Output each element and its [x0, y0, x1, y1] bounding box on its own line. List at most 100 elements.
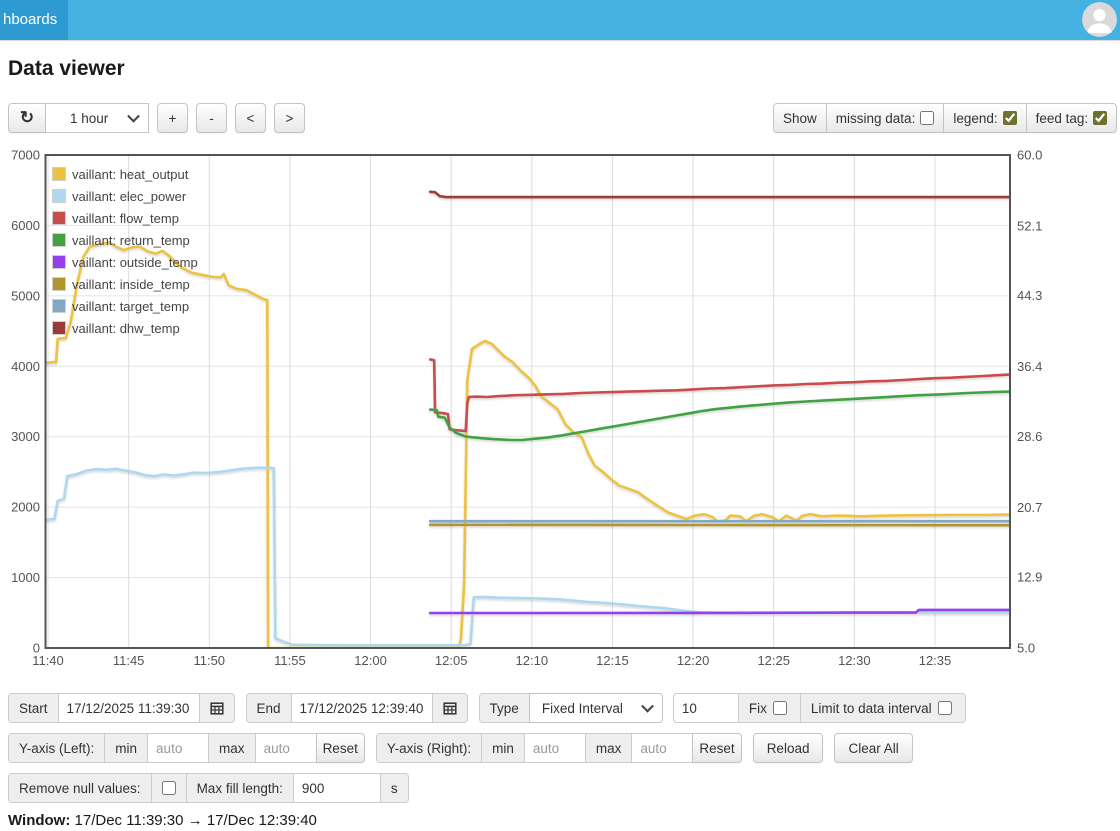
- x-tick-label: 11:50: [193, 653, 225, 668]
- series-dhw_temp: [428, 190, 1010, 199]
- legend-swatch: [52, 299, 66, 313]
- fix-toggle[interactable]: Fix: [737, 693, 801, 723]
- max-fill-input[interactable]: [292, 773, 381, 803]
- legend-toggle[interactable]: legend:: [943, 103, 1027, 133]
- end-label: End: [245, 693, 292, 723]
- limit-toggle[interactable]: Limit to data interval: [799, 693, 966, 723]
- remove-null-checkbox[interactable]: [161, 781, 176, 795]
- left-tick-label: 4000: [11, 359, 40, 374]
- interval-select-wrap: 1 hour: [45, 103, 149, 133]
- fill-controls-row: Remove null values: Max fill length: s: [8, 773, 409, 803]
- legend-label: vaillant: heat_output: [72, 166, 189, 182]
- type-label: Type: [478, 693, 530, 723]
- legend-item: vaillant: target_temp: [52, 295, 198, 317]
- yaxis-left-min-input[interactable]: [147, 733, 210, 763]
- yaxis-left-max-input[interactable]: [254, 733, 317, 763]
- legend-swatch: [52, 189, 66, 203]
- plot-background: [45, 155, 1010, 648]
- zoom-in-button[interactable]: +: [157, 103, 188, 133]
- chart-toolbar: ↻ 1 hour + - < >: [8, 103, 305, 133]
- start-label: Start: [8, 693, 59, 723]
- pan-left-button[interactable]: <: [235, 103, 266, 133]
- legend-label: vaillant: dhw_temp: [72, 320, 180, 336]
- x-tick-label: 11:40: [32, 653, 64, 668]
- series-flow_temp: [428, 358, 1010, 433]
- legend-label: vaillant: inside_temp: [72, 276, 190, 292]
- calendar-icon: [442, 702, 457, 715]
- start-input[interactable]: [57, 693, 200, 723]
- x-tick-label: 12:35: [919, 653, 952, 668]
- yaxis-right-group: Y-axis (Right): min max Reset: [375, 733, 742, 763]
- left-tick-label: 0: [33, 641, 40, 656]
- refresh-button[interactable]: ↻: [8, 103, 46, 133]
- legend-item: vaillant: flow_temp: [52, 207, 198, 229]
- series-heat_output: [45, 241, 1010, 648]
- show-options-group: Show missing data: legend: feed tag:: [773, 103, 1118, 133]
- yaxis-left-reset-button[interactable]: Reset: [315, 733, 365, 763]
- reload-button[interactable]: Reload: [752, 733, 824, 763]
- left-tick-label: 3000: [11, 429, 40, 444]
- user-avatar[interactable]: [1082, 2, 1117, 37]
- yaxis-controls-row: Y-axis (Left): min max Reset Y-axis (Rig…: [8, 733, 913, 763]
- yaxis-right-min-input[interactable]: [523, 733, 586, 763]
- show-label: Show: [773, 103, 827, 133]
- remove-null-label: Remove null values:: [8, 773, 152, 803]
- legend-swatch: [52, 321, 66, 335]
- legend-item: vaillant: outside_temp: [52, 251, 198, 273]
- right-tick-label: 60.0: [1017, 150, 1042, 163]
- right-tick-label: 52.1: [1017, 218, 1042, 233]
- left-tick-label: 2000: [11, 500, 40, 515]
- yaxis-right-min-label: min: [481, 733, 525, 763]
- top-nav-bar: hboards: [0, 0, 1120, 41]
- timeseries-chart[interactable]: 11:40 11:45 11:50 11:55 12:00 12:05 12:10 12:15…: [0, 148, 1120, 685]
- missing-data-label: missing data:: [835, 110, 916, 126]
- right-tick-label: 20.7: [1017, 500, 1042, 515]
- user-icon: [1082, 2, 1117, 37]
- start-group: Start: [8, 693, 235, 723]
- fix-checkbox[interactable]: [772, 701, 787, 715]
- yaxis-right-reset-button[interactable]: Reset: [692, 733, 742, 763]
- zoom-out-button[interactable]: -: [196, 103, 227, 133]
- legend-item: vaillant: elec_power: [52, 185, 198, 207]
- plot-border: [44, 154, 1011, 649]
- nav-tab-dashboards[interactable]: hboards: [0, 0, 68, 40]
- legend-swatch: [52, 211, 66, 225]
- x-tick-label: 12:05: [435, 653, 468, 668]
- end-calendar-button[interactable]: [431, 693, 468, 723]
- right-tick-label: 28.6: [1017, 429, 1042, 444]
- limit-label: Limit to data interval: [810, 700, 932, 716]
- yaxis-right-max-input[interactable]: [631, 733, 694, 763]
- left-tick-label: 7000: [11, 150, 40, 163]
- interval-select[interactable]: 1 hour: [45, 103, 149, 133]
- legend-label: vaillant: target_temp: [72, 298, 190, 314]
- legend-item: vaillant: inside_temp: [52, 273, 198, 295]
- right-tick-label: 12.9: [1017, 570, 1042, 585]
- series-return_temp: [428, 390, 1010, 442]
- feed-tag-toggle[interactable]: feed tag:: [1025, 103, 1118, 133]
- fixed-interval-input[interactable]: [672, 693, 739, 723]
- legend-label: vaillant: outside_temp: [72, 254, 198, 270]
- yaxis-left-min-label: min: [104, 733, 149, 763]
- start-calendar-button[interactable]: [198, 693, 235, 723]
- end-input[interactable]: [290, 693, 433, 723]
- legend-label: vaillant: flow_temp: [72, 210, 179, 226]
- pan-right-button[interactable]: >: [274, 103, 305, 133]
- window-value: 17/Dec 11:39:30 → 17/Dec 12:39:40: [74, 812, 317, 829]
- missing-data-checkbox[interactable]: [920, 111, 935, 125]
- missing-data-toggle[interactable]: missing data:: [825, 103, 945, 133]
- max-fill-label: Max fill length:: [185, 773, 294, 803]
- right-tick-label: 5.0: [1017, 641, 1035, 656]
- feed-tag-checkbox[interactable]: [1093, 111, 1108, 125]
- clear-all-button[interactable]: Clear All: [834, 733, 913, 763]
- time-controls-row: Start End Type: [8, 693, 966, 723]
- remove-null-toggle[interactable]: [150, 773, 187, 803]
- legend-swatch: [52, 255, 66, 269]
- type-select[interactable]: Fixed Interval: [528, 693, 663, 723]
- legend-checkbox[interactable]: [1002, 111, 1017, 125]
- null-fill-group: Remove null values: Max fill length: s: [8, 773, 409, 803]
- series-elec_power: [45, 466, 1010, 647]
- limit-checkbox[interactable]: [937, 701, 952, 715]
- series-outside_temp: [428, 608, 1010, 615]
- left-tick-label: 1000: [11, 570, 40, 585]
- x-tick-label: 12:20: [677, 653, 710, 668]
